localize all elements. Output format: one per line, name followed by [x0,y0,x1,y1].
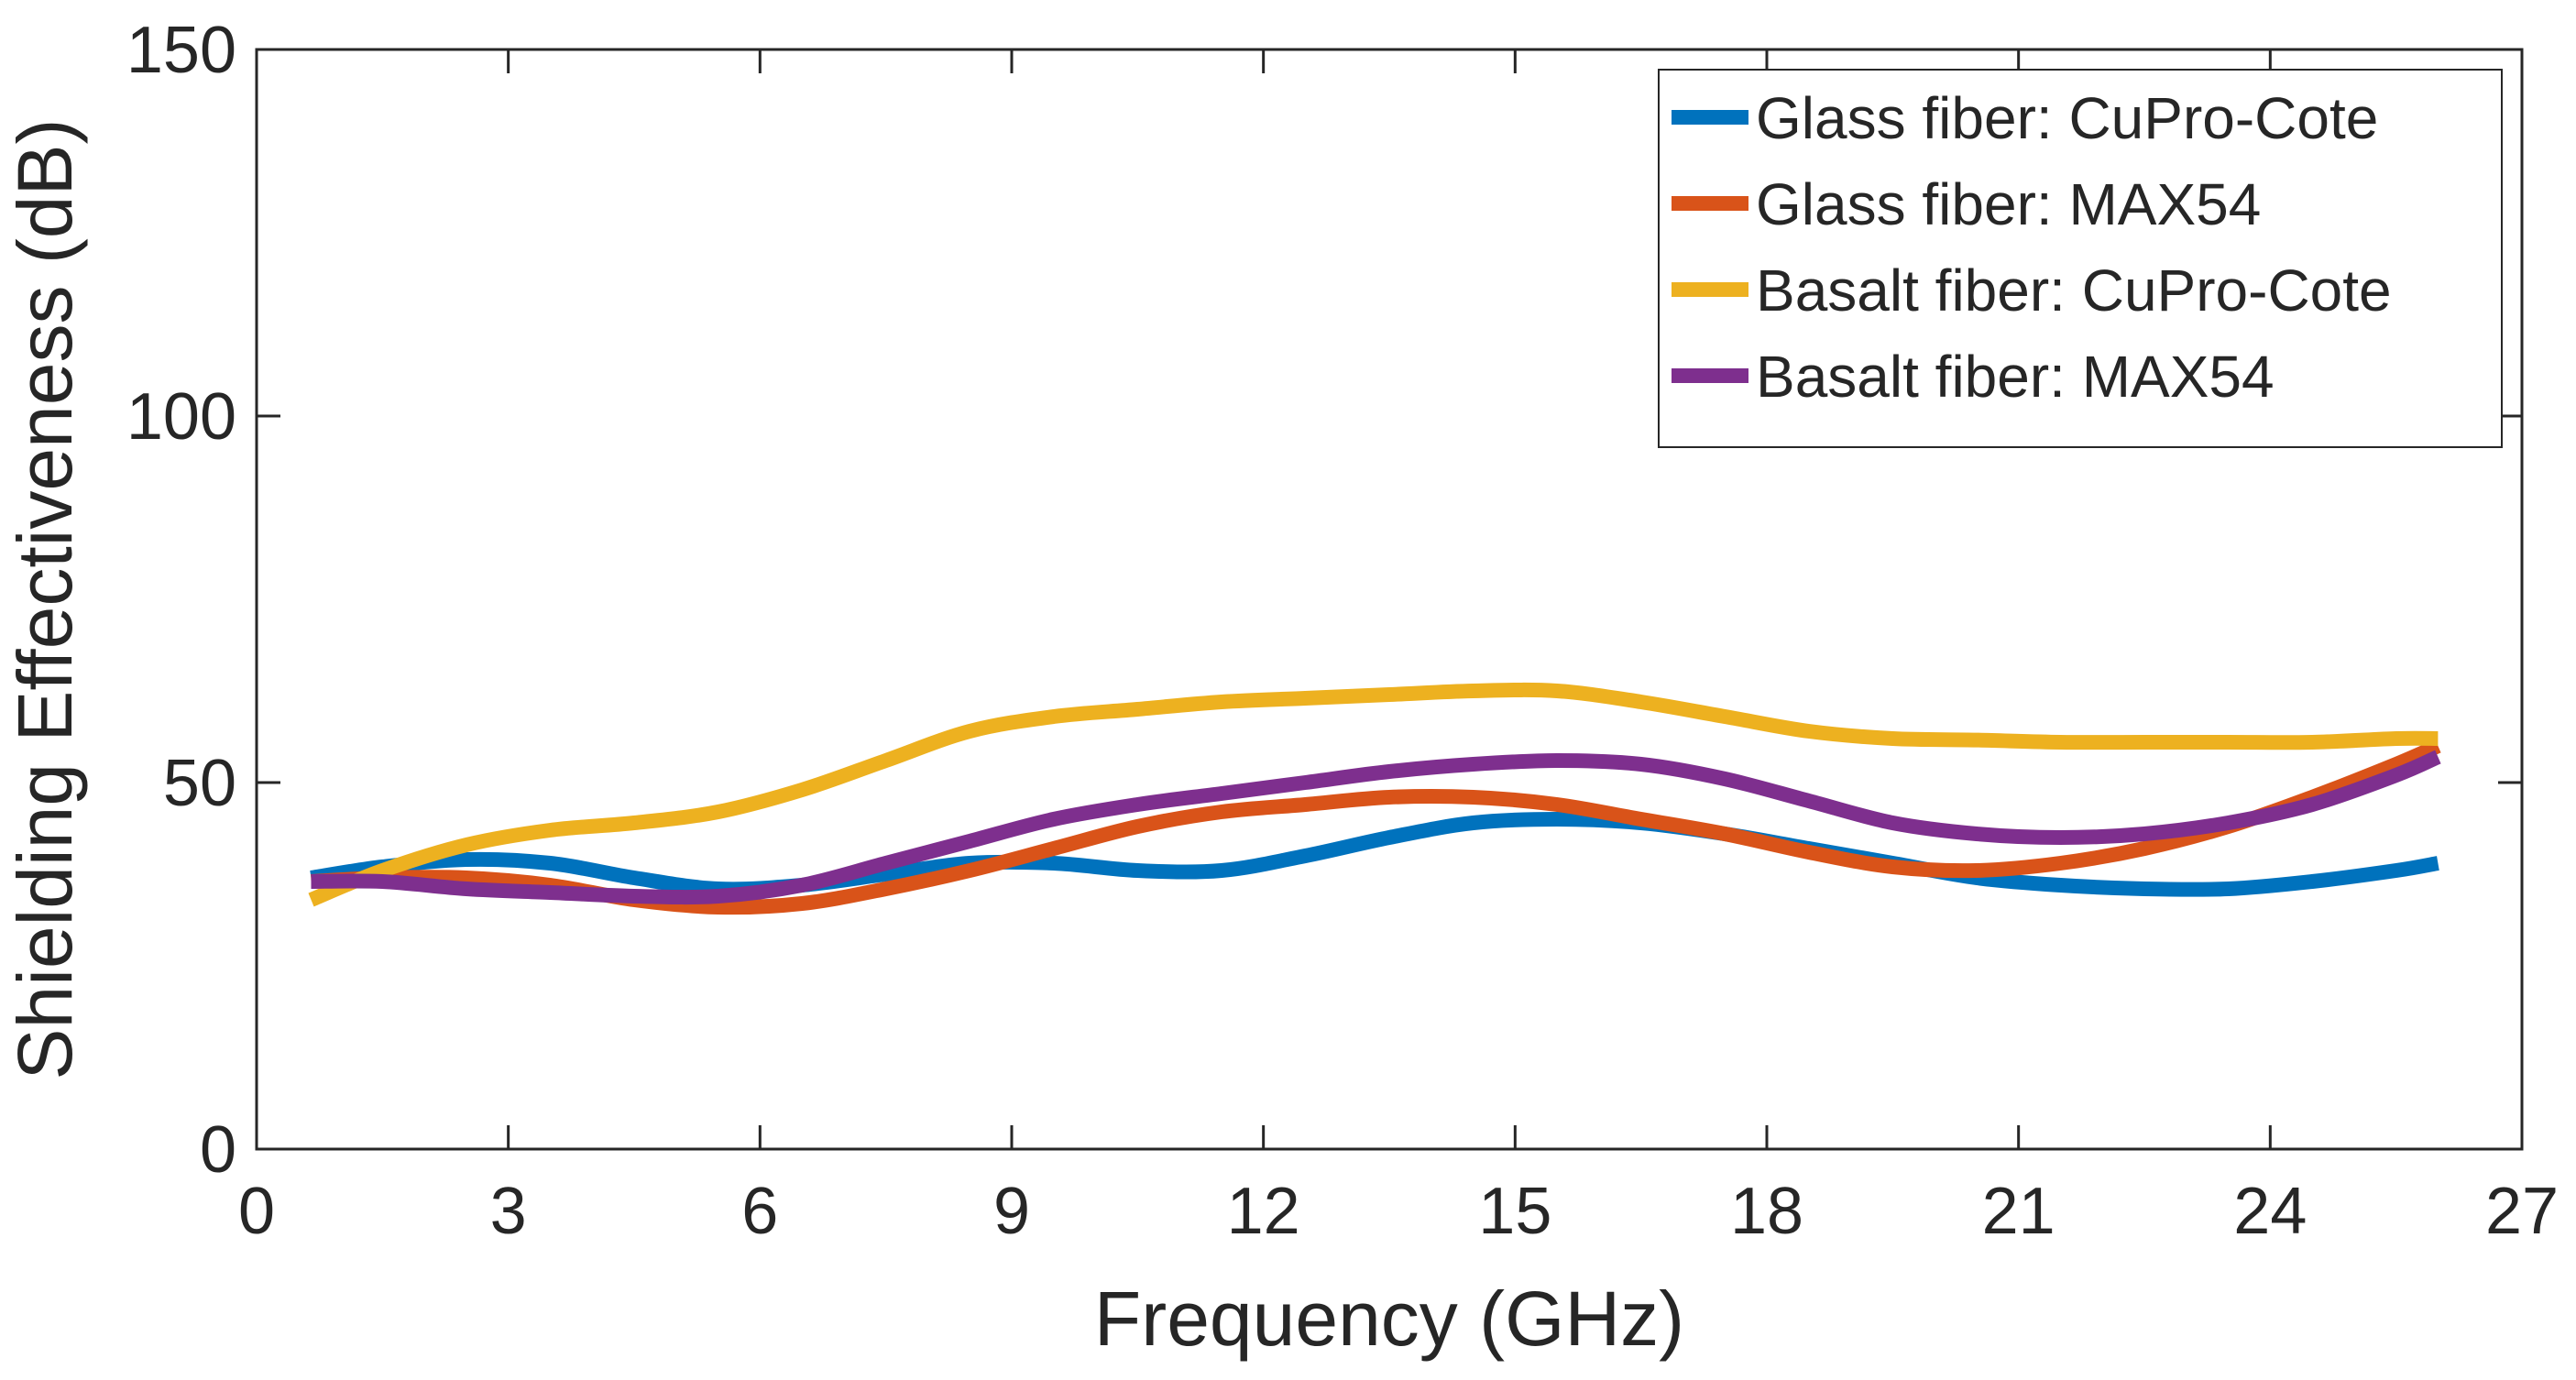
x-tick-label: 18 [1730,1175,1803,1248]
series-line-4 [311,750,2441,905]
x-tick-label: 12 [1227,1175,1300,1248]
x-axis-title: Frequency (GHz) [1094,1276,1684,1362]
x-tick-label: 0 [238,1175,275,1248]
y-axis-title: Shielding Effectiveness (dB) [2,118,88,1079]
legend-label-2: Glass fiber: MAX54 [1756,171,2261,237]
series-layer [308,682,2441,915]
x-tick-label: 15 [1478,1175,1551,1248]
plot-frame [255,48,2524,1151]
legend-label-4: Basalt fiber: MAX54 [1756,344,2275,410]
x-tick-label: 3 [490,1175,527,1248]
x-tick-label: 21 [1982,1175,2055,1248]
y-tick-label: 100 [126,380,236,454]
legend-label-1: Glass fiber: CuPro-Cote [1756,85,2378,151]
series-line-1 [310,812,2439,897]
axes-layer: 0 3 6 9 12 15 18 21 24 27 0 50 100 150 [126,14,2559,1248]
y-tick-label: 50 [163,747,236,820]
y-tick-label: 0 [200,1113,236,1187]
x-tick-label: 9 [993,1175,1030,1248]
legend: Glass fiber: CuPro-Cote Glass fiber: MAX5… [1658,69,2503,448]
legend-box [1658,69,2503,448]
y-tick-label: 150 [126,14,236,87]
x-tick-label: 24 [2233,1175,2307,1248]
legend-label-3: Basalt fiber: CuPro-Cote [1756,257,2392,323]
series-line-3 [308,682,2439,907]
x-tick-label: 6 [741,1175,778,1248]
x-tick-label: 27 [2485,1175,2559,1248]
